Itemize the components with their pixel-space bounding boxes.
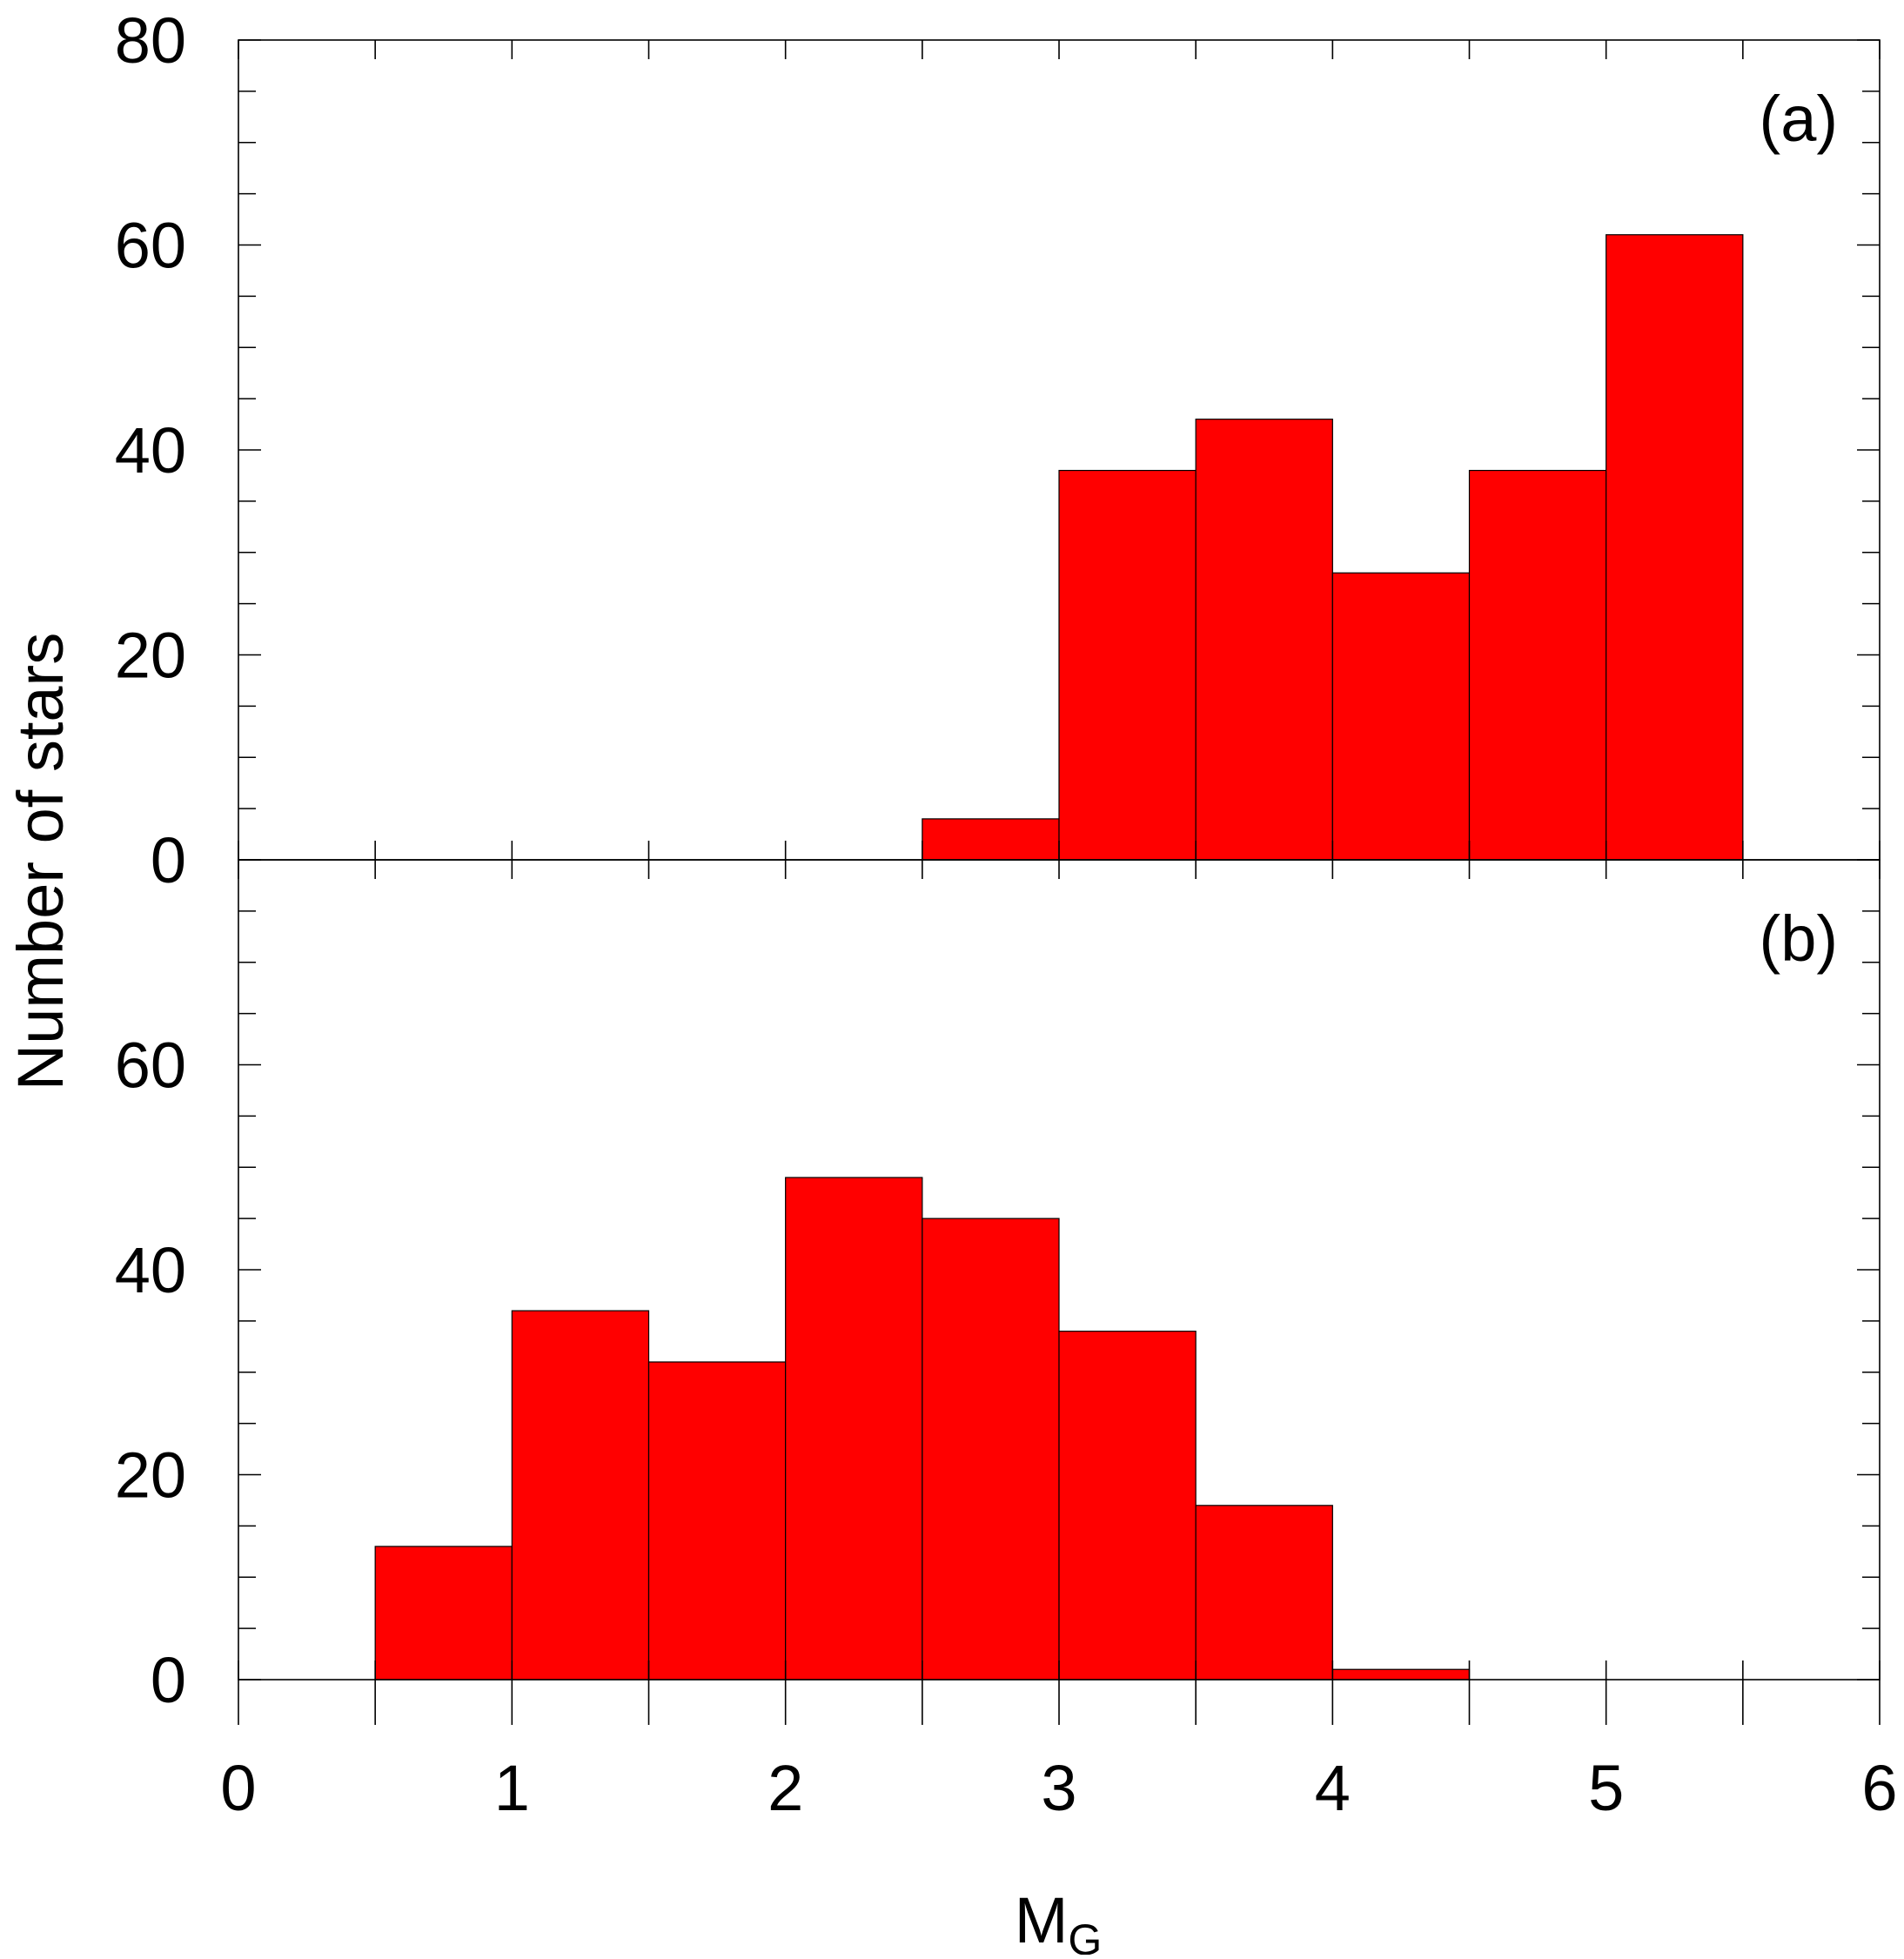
x-tick-label: 5 [1588,1752,1624,1824]
y-tick-label-a: 80 [115,4,186,77]
x-tick-label: 1 [494,1752,530,1824]
bar-b-0 [374,1546,513,1681]
panel-b: 0 20 40 60 (b) [115,859,1881,1716]
y-tick-label-b: 20 [115,1439,186,1512]
bar-b-7 [1331,1668,1471,1681]
y-tick-label-b: 40 [115,1234,186,1306]
x-tick-label: 0 [220,1752,256,1824]
y-tick-label-a: 0 [151,824,186,896]
bar-a-5 [1606,234,1744,861]
bar-b-6 [1195,1505,1333,1681]
x-tick-label: 4 [1315,1752,1351,1824]
y-tick-label-b: 60 [115,1030,186,1102]
x-axis-title-main: M [1015,1884,1069,1955]
bar-b-4 [922,1218,1060,1681]
panel-a: 0 20 40 60 80 (a) [115,4,1881,896]
bar-b-1 [511,1310,650,1681]
bar-b-3 [785,1177,923,1681]
x-axis-title: MG [1015,1884,1103,1955]
y-tick-label-a: 20 [115,620,186,692]
bar-a-2 [1195,419,1333,861]
bar-a-3 [1331,572,1471,861]
x-tick-label: 2 [768,1752,803,1824]
y-tick-label-a: 60 [115,210,186,282]
x-axis-title-subscript: G [1068,1915,1102,1955]
panel-label-b: (b) [1760,902,1838,975]
panel-label-a: (a) [1760,83,1838,155]
y-tick-label-a: 40 [115,414,186,486]
x-tick-label: 3 [1041,1752,1076,1824]
bar-b-5 [1058,1331,1197,1681]
y-axis-title: Number of stars [4,633,77,1090]
bar-a-0 [922,818,1060,861]
x-tick-label: 6 [1861,1752,1897,1824]
bar-a-1 [1058,469,1197,861]
x-axis: 0 1 2 3 4 5 6 [220,1680,1898,1824]
y-tick-label-b: 0 [151,1644,186,1716]
bar-b-2 [647,1361,787,1681]
bar-a-4 [1468,469,1607,861]
